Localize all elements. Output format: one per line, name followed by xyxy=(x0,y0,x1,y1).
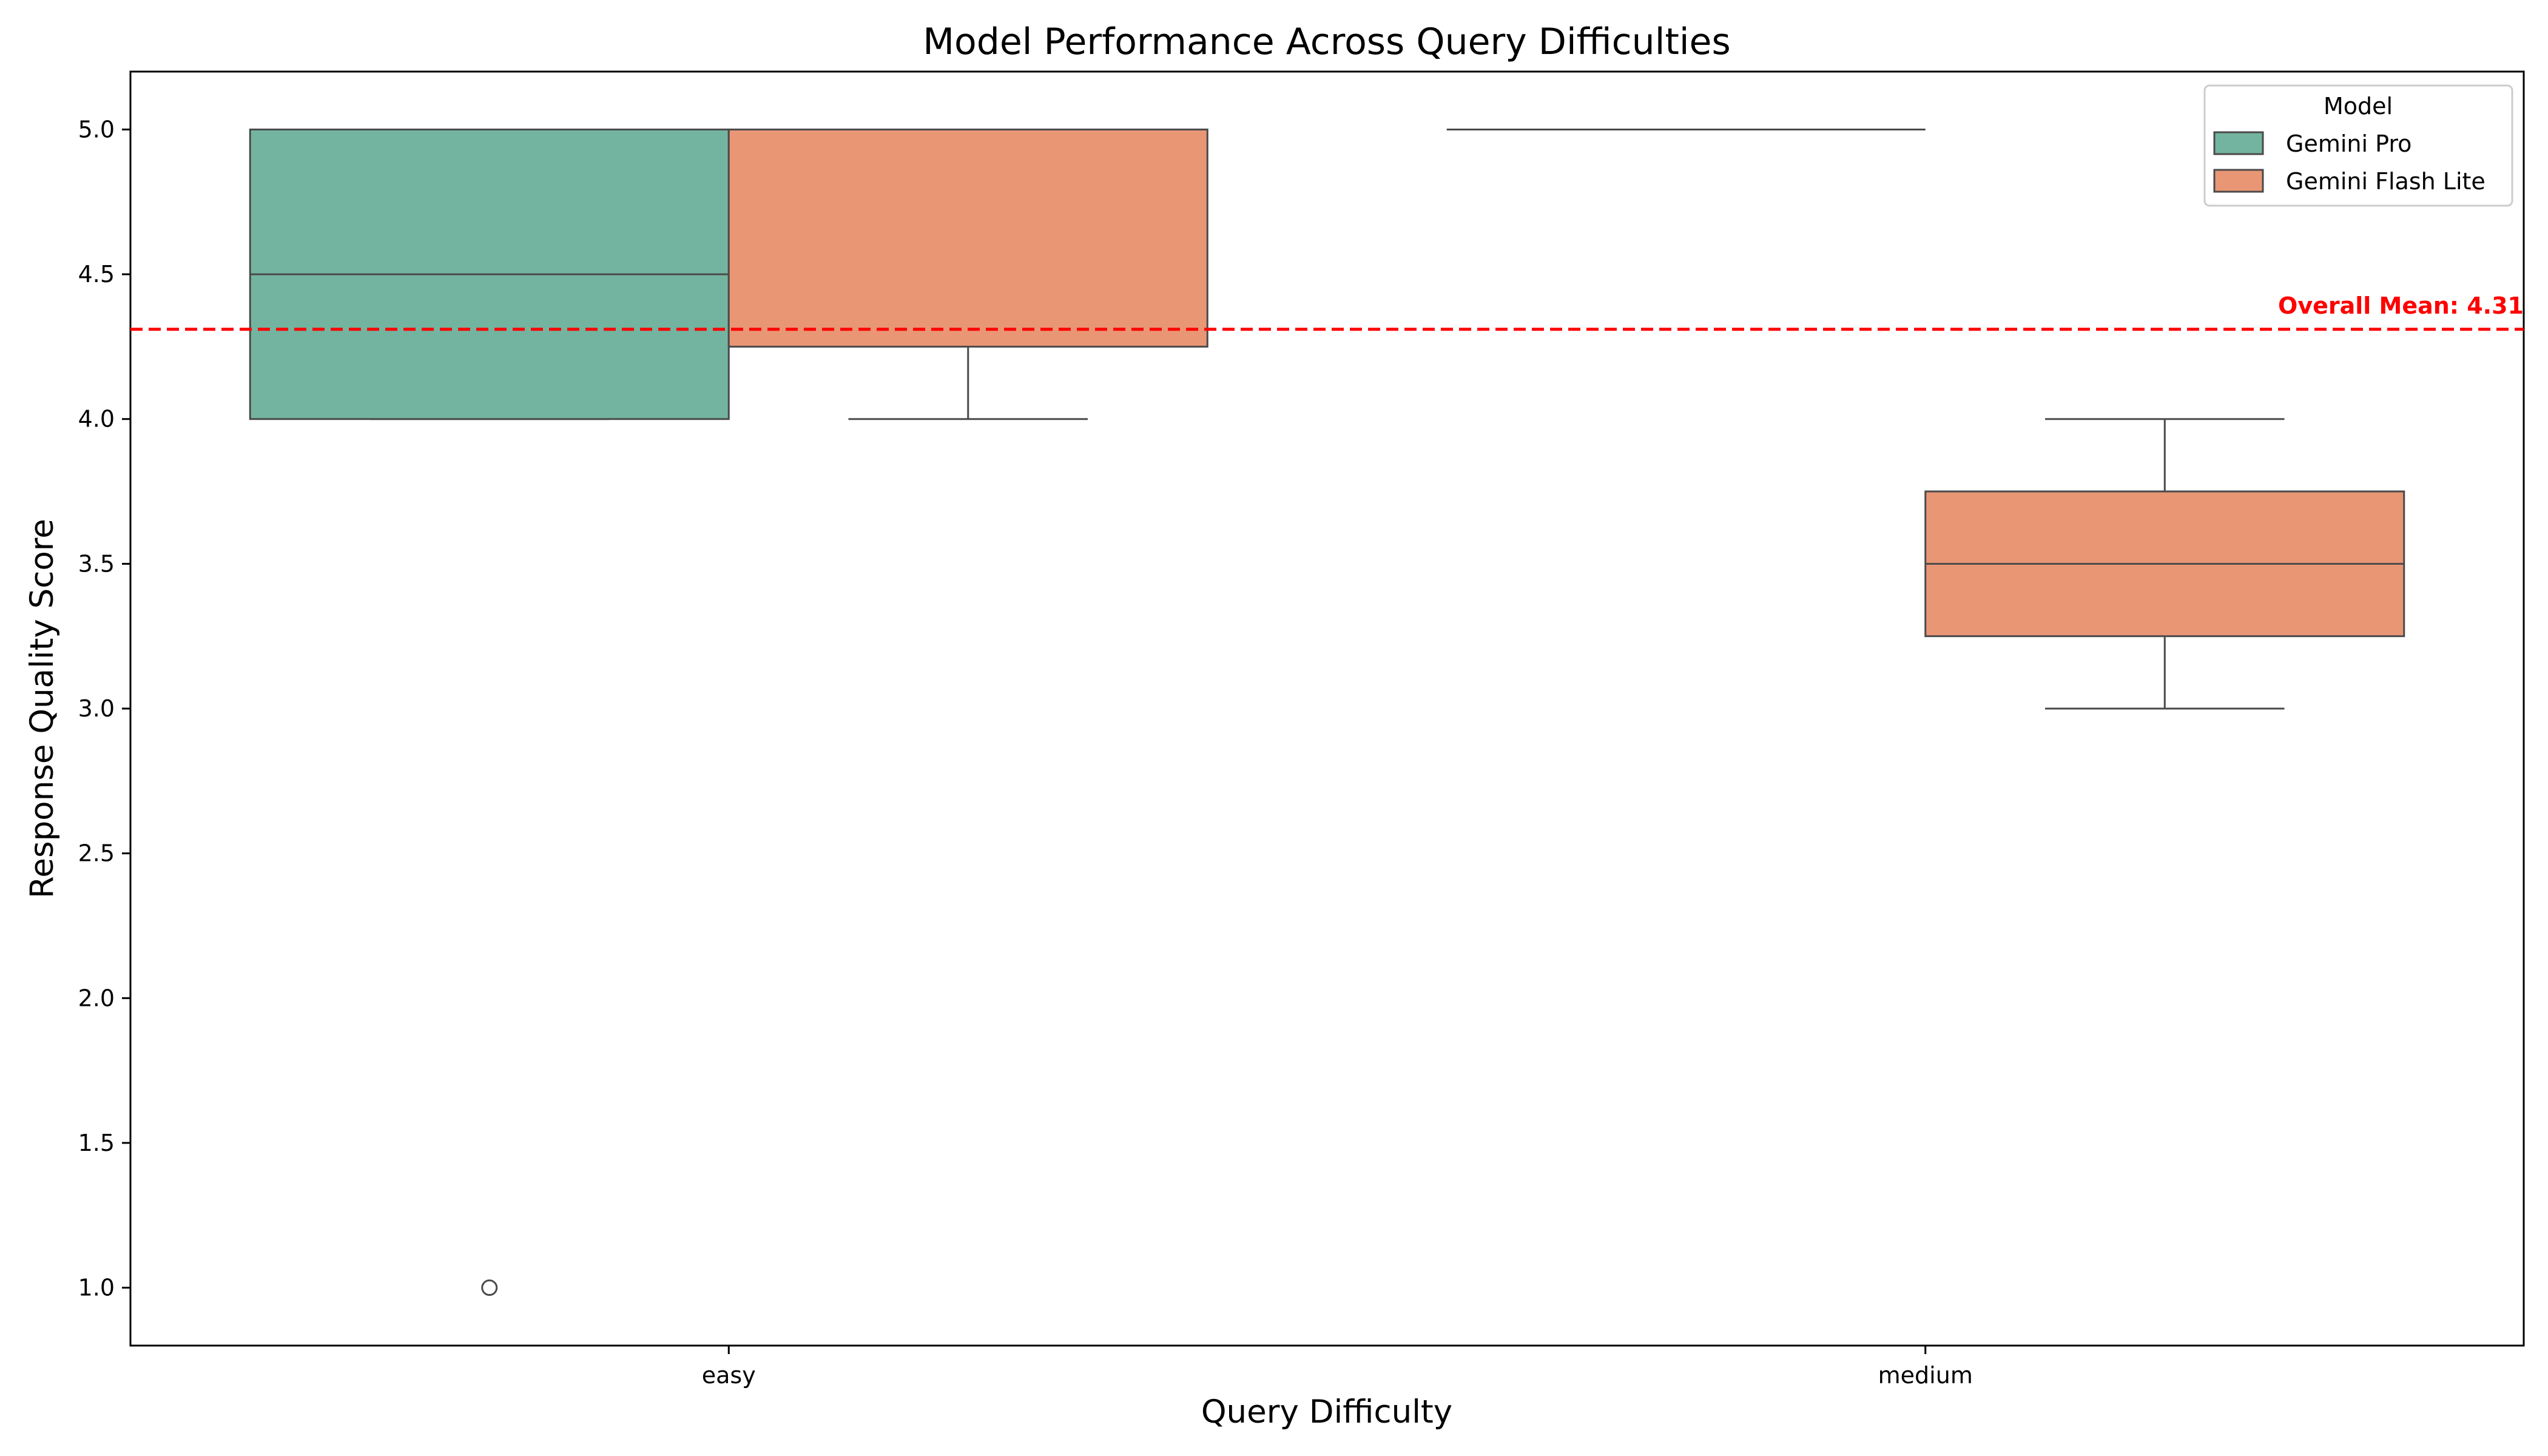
y-tick-label: 2.5 xyxy=(78,840,115,867)
legend-label-gemini-flash-lite: Gemini Flash Lite xyxy=(2286,168,2486,195)
y-tick-label: 3.0 xyxy=(78,695,115,722)
chart-title: Model Performance Across Query Difficult… xyxy=(923,21,1730,63)
legend-label-gemini-pro: Gemini Pro xyxy=(2286,130,2412,157)
y-tick-label: 3.5 xyxy=(78,550,115,577)
x-tick-label: easy xyxy=(702,1362,756,1389)
y-axis-label: Response Quality Score xyxy=(24,519,61,898)
outlier-gemini-pro-easy xyxy=(481,1279,498,1296)
y-tick-label: 1.5 xyxy=(78,1130,115,1156)
x-tick-label: medium xyxy=(1878,1362,1973,1389)
legend: Model Gemini Pro Gemini Flash Lite xyxy=(2203,84,2513,207)
legend-title: Model xyxy=(2324,93,2393,120)
box-gemini-flash-lite-easy xyxy=(727,128,1208,348)
legend-swatch-gemini-flash-lite xyxy=(2213,169,2264,193)
legend-frame xyxy=(2203,84,2513,207)
legend-swatch-gemini-pro xyxy=(2213,131,2264,155)
y-tick-label: 2.0 xyxy=(78,985,115,1011)
y-tick-label: 4.0 xyxy=(78,406,115,433)
x-axis-label: Query Difficulty xyxy=(1201,1394,1452,1431)
y-tick-label: 4.5 xyxy=(78,261,115,288)
y-tick-label: 5.0 xyxy=(78,116,115,143)
overall-mean-label: Overall Mean: 4.31 xyxy=(2278,292,2524,319)
y-tick-label: 1.0 xyxy=(78,1275,115,1301)
